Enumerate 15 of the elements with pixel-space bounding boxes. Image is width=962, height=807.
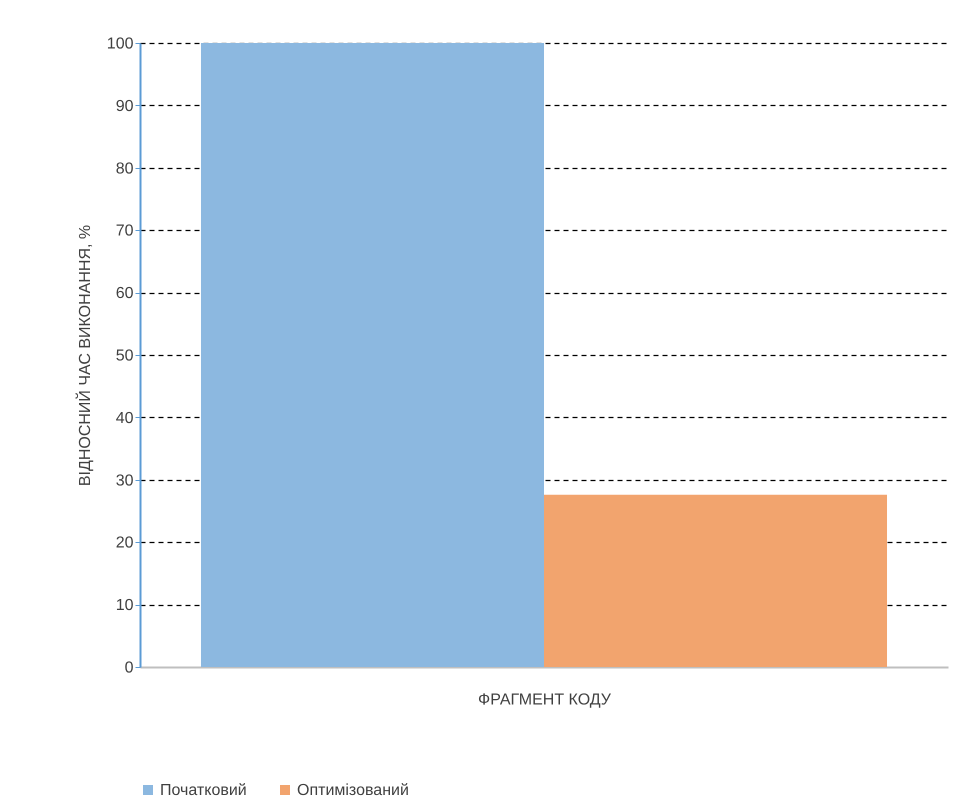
legend-label: Початковий [160,782,247,799]
y-axis-title: ВІДНОСНИЙ ЧАС ВИКОНАННЯ, % [74,224,94,486]
x-axis-title: ФРАГМЕНТ КОДУ [478,692,612,708]
y-tick-label: 10 [116,597,134,614]
legend-label: Оптимізований [297,782,409,799]
y-tick-label: 80 [116,160,134,178]
y-tick-label: 30 [116,472,134,490]
y-tick-label: 90 [116,98,134,115]
y-tick-label: 100 [106,36,134,52]
y-tick-label: 20 [116,534,134,552]
y-tick-label: 70 [116,222,134,240]
y-tick-label: 0 [124,660,134,676]
y-tick-label: 40 [116,410,134,427]
y-tick-label: 50 [116,348,134,364]
y-tick-label: 60 [116,285,134,302]
